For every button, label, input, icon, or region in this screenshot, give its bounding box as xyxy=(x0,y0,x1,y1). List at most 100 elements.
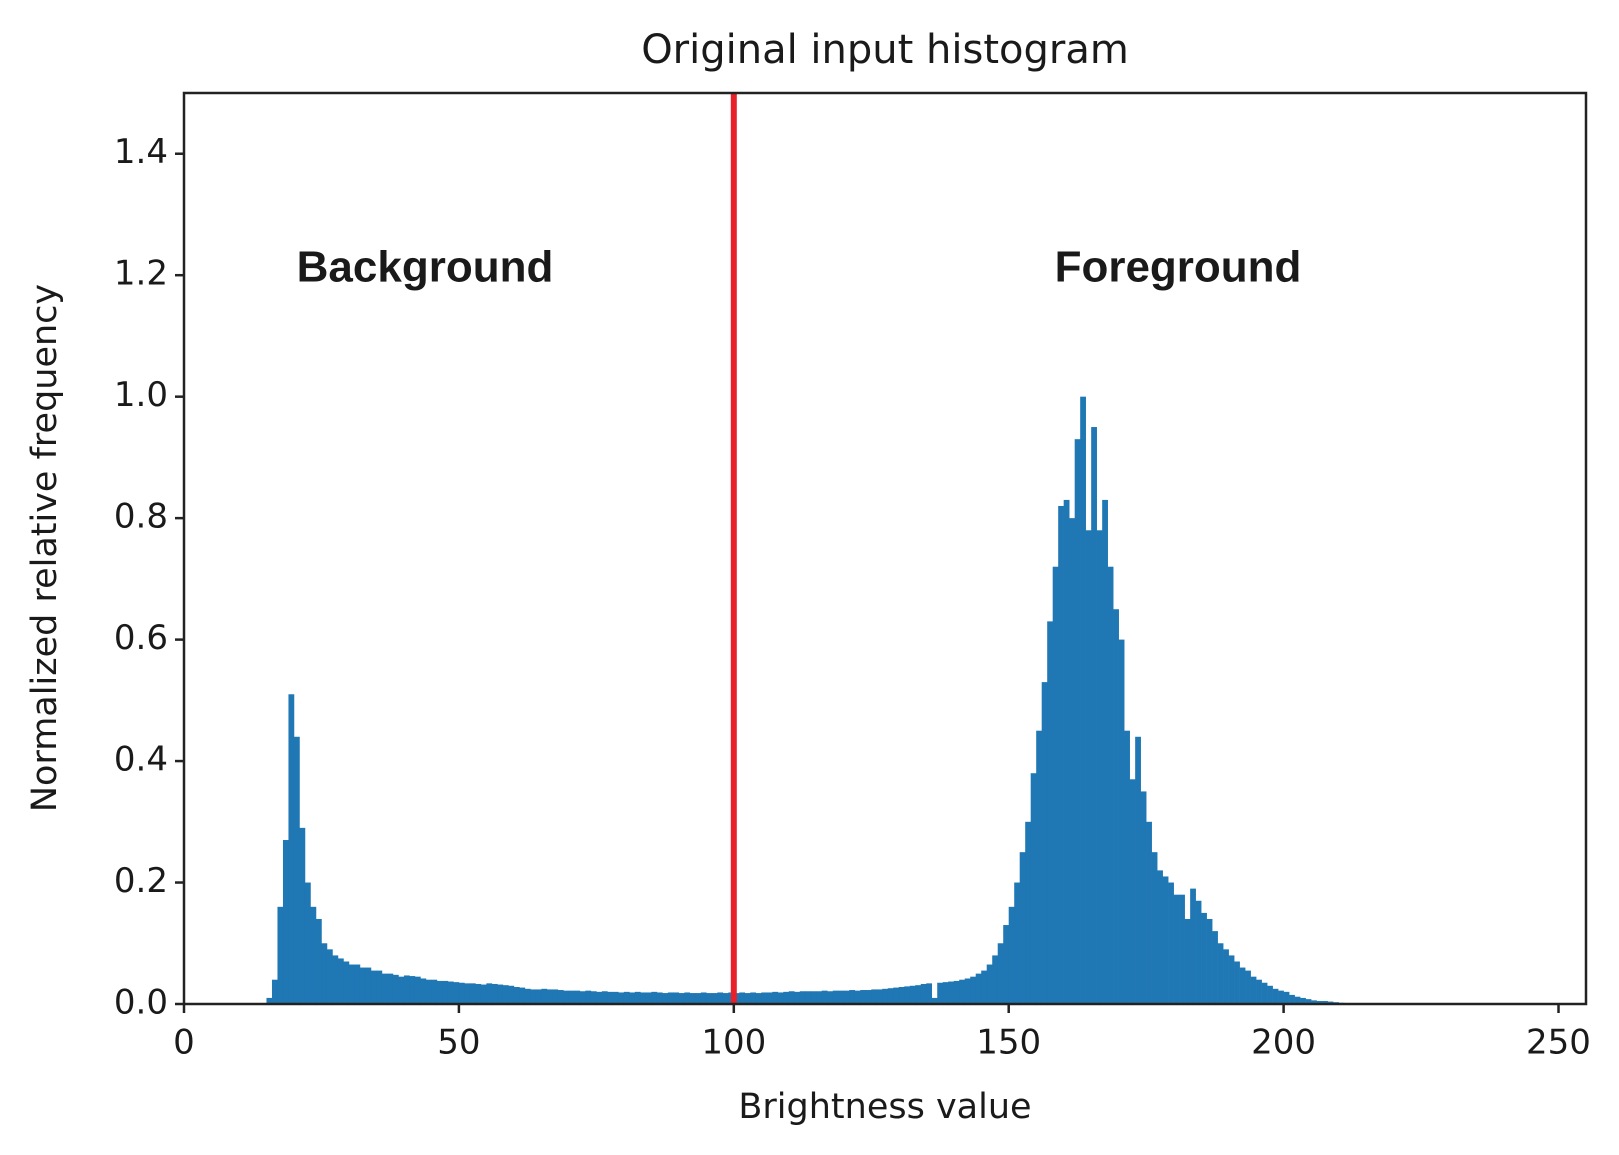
bar xyxy=(398,976,405,1004)
bar xyxy=(882,988,889,1004)
bar xyxy=(601,991,608,1004)
bar xyxy=(860,990,867,1004)
bar xyxy=(1250,976,1257,1004)
bar xyxy=(403,975,410,1004)
bar xyxy=(1184,918,1191,1004)
bar xyxy=(788,991,795,1004)
bar xyxy=(1305,999,1312,1004)
x-tick-label: 250 xyxy=(1526,1023,1591,1063)
bar xyxy=(816,991,823,1004)
bar xyxy=(766,992,773,1004)
y-tick-label: 0.0 xyxy=(114,983,168,1023)
bar xyxy=(1096,530,1103,1004)
bar xyxy=(1239,967,1246,1004)
bar xyxy=(1206,918,1213,1004)
bar xyxy=(1036,730,1042,1004)
bar xyxy=(277,906,284,1004)
bar xyxy=(458,982,465,1004)
bar xyxy=(1311,1000,1317,1004)
bar xyxy=(959,979,966,1004)
bar xyxy=(288,694,295,1004)
bar xyxy=(1063,499,1070,1004)
bar xyxy=(1157,870,1163,1004)
bar xyxy=(1223,949,1229,1004)
bar xyxy=(513,986,520,1004)
annotation: Foreground xyxy=(1055,243,1302,292)
bar xyxy=(986,964,993,1004)
bar xyxy=(1316,1000,1323,1004)
bar xyxy=(634,991,641,1004)
bar xyxy=(997,943,1004,1004)
bar xyxy=(865,990,872,1004)
bar xyxy=(425,979,432,1004)
bar xyxy=(348,964,355,1004)
x-axis-label: Brightness value xyxy=(738,1087,1031,1127)
bar xyxy=(1234,961,1240,1004)
bar xyxy=(359,967,366,1004)
bar xyxy=(981,970,988,1004)
bar xyxy=(1294,996,1301,1004)
bar xyxy=(783,991,790,1004)
bar xyxy=(651,991,658,1004)
bar xyxy=(1003,925,1010,1004)
bar xyxy=(1212,931,1218,1004)
bar xyxy=(1019,852,1026,1004)
bar xyxy=(431,979,438,1004)
bar xyxy=(722,993,729,1004)
bar xyxy=(1107,566,1114,1004)
bar xyxy=(948,981,955,1004)
bar xyxy=(689,993,696,1004)
bar xyxy=(381,973,388,1004)
x-tick-label: 0 xyxy=(173,1023,195,1063)
bar xyxy=(596,991,603,1004)
bar xyxy=(821,990,828,1004)
bar xyxy=(508,985,515,1004)
bar xyxy=(409,976,416,1004)
bar xyxy=(673,992,680,1004)
bar xyxy=(1091,427,1097,1004)
y-tick-label: 0.2 xyxy=(114,861,168,901)
bar xyxy=(1256,979,1262,1004)
bar xyxy=(552,989,559,1004)
bar xyxy=(1140,791,1147,1004)
bar xyxy=(530,989,537,1004)
bar xyxy=(1245,970,1251,1004)
bar xyxy=(1195,900,1202,1004)
bar xyxy=(618,992,625,1004)
y-tick-label: 0.4 xyxy=(114,740,168,780)
bar xyxy=(931,997,938,1004)
bar xyxy=(1113,609,1119,1004)
x-tick-label: 150 xyxy=(976,1023,1041,1063)
bar xyxy=(535,989,542,1004)
x-tick-label: 200 xyxy=(1251,1023,1316,1063)
bar xyxy=(887,988,894,1004)
bar xyxy=(1058,505,1064,1004)
bar xyxy=(524,988,531,1004)
bar xyxy=(1025,821,1031,1004)
bar xyxy=(849,990,856,1004)
bar xyxy=(464,983,471,1004)
bar xyxy=(1074,439,1081,1004)
bar xyxy=(326,949,333,1004)
bar xyxy=(662,993,669,1004)
bar xyxy=(838,990,845,1004)
bar xyxy=(695,993,702,1004)
bar xyxy=(706,993,713,1004)
bar xyxy=(761,992,768,1004)
bar xyxy=(1173,894,1180,1004)
bar xyxy=(365,967,372,1004)
bar xyxy=(304,882,311,1004)
bar xyxy=(920,983,927,1004)
bar xyxy=(964,978,971,1004)
bar xyxy=(1278,990,1284,1004)
bar xyxy=(1014,882,1021,1004)
bar xyxy=(1151,852,1158,1004)
y-tick-label: 0.8 xyxy=(114,497,168,537)
bar xyxy=(1008,906,1015,1004)
bar xyxy=(739,992,746,1004)
y-axis-label: Normalized relative frequency xyxy=(25,284,65,812)
bar xyxy=(937,982,944,1004)
bar xyxy=(271,979,278,1004)
